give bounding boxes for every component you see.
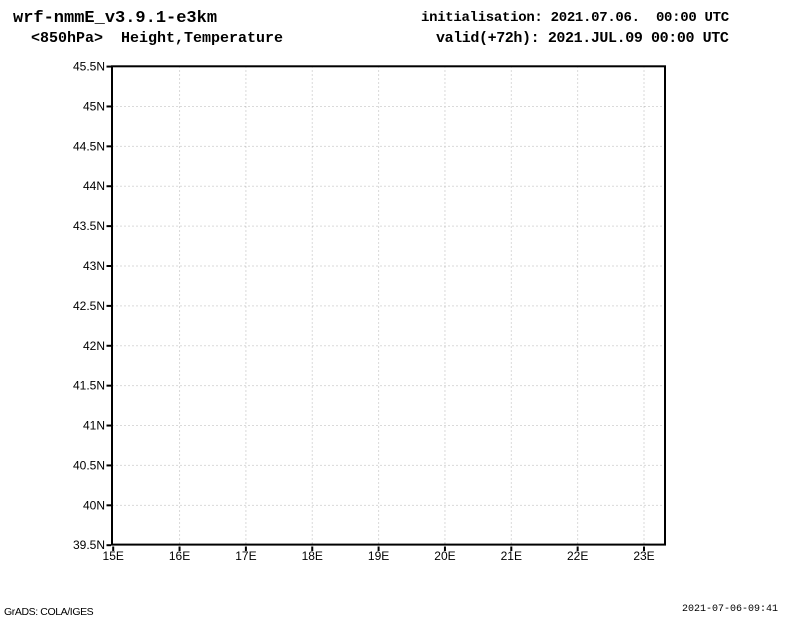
svg-text:17E: 17E [235,549,256,563]
svg-text:45.5N: 45.5N [73,60,105,74]
svg-text:41.5N: 41.5N [73,379,105,393]
svg-text:44N: 44N [83,179,105,193]
svg-text:39.5N: 39.5N [73,538,105,552]
svg-text:42.5N: 42.5N [73,299,105,313]
svg-text:15E: 15E [103,549,124,563]
svg-text:45N: 45N [83,99,105,113]
svg-text:43N: 43N [83,259,105,273]
svg-text:21E: 21E [501,549,522,563]
svg-text:20E: 20E [434,549,455,563]
svg-text:22E: 22E [567,549,588,563]
svg-text:44.5N: 44.5N [73,139,105,153]
svg-text:23E: 23E [633,549,654,563]
svg-text:43.5N: 43.5N [73,219,105,233]
svg-text:41N: 41N [83,419,105,433]
svg-text:42N: 42N [83,339,105,353]
svg-text:40.5N: 40.5N [73,458,105,472]
svg-text:18E: 18E [302,549,323,563]
svg-text:40N: 40N [83,498,105,512]
svg-text:19E: 19E [368,549,389,563]
svg-text:16E: 16E [169,549,190,563]
